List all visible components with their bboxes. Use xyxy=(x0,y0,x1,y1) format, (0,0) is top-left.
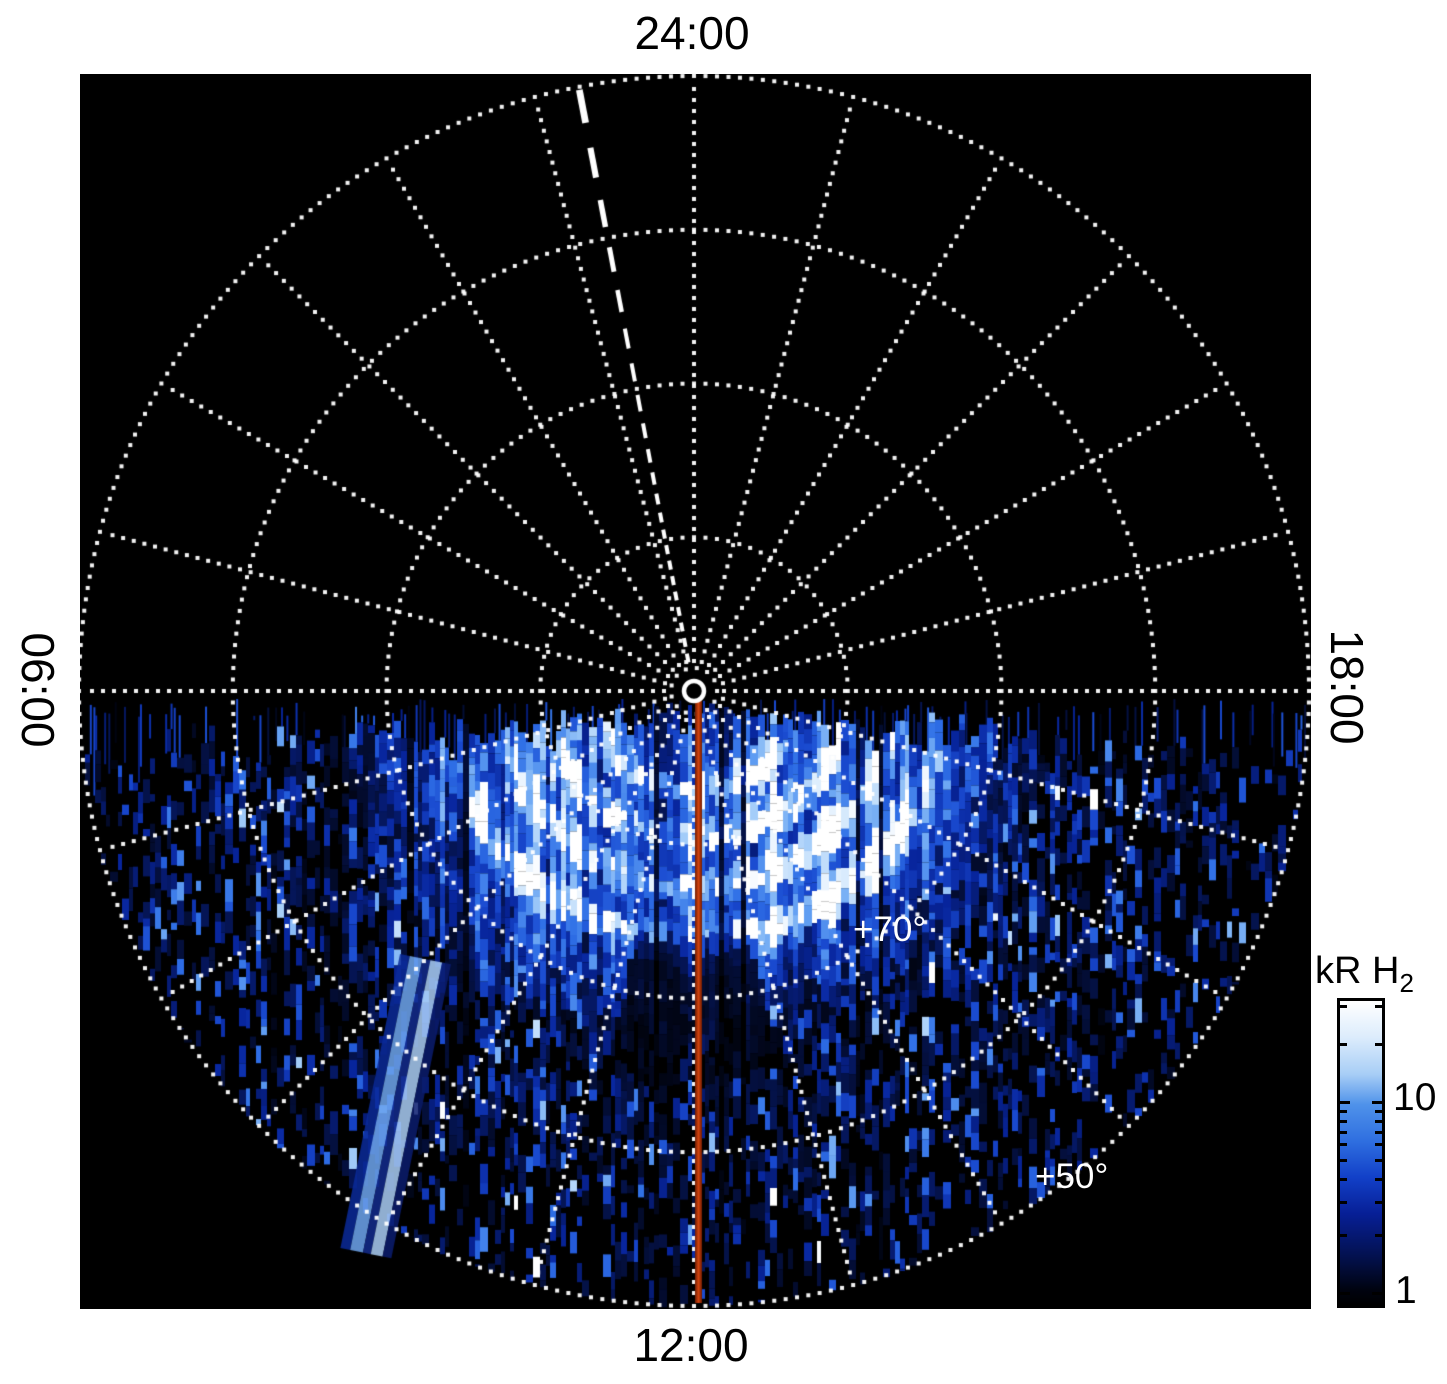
colorbar-tick-1: 1 xyxy=(1395,1269,1417,1312)
colorbar-tick-mark xyxy=(1340,1159,1347,1162)
colorbar-tick-mark xyxy=(1340,1178,1347,1181)
colorbar-tick-mark xyxy=(1375,1201,1382,1204)
polar-plot-area: +70° +50° xyxy=(80,74,1311,1309)
colorbar-tick-mark xyxy=(1340,1110,1347,1113)
colorbar-tick-mark xyxy=(1340,1292,1350,1295)
colorbar-tick-mark xyxy=(1340,1101,1350,1104)
colorbar-tick-mark xyxy=(1375,1143,1382,1146)
colorbar-tick-10: 10 xyxy=(1393,1076,1437,1119)
colorbar-title: kR H2 xyxy=(1315,950,1414,998)
time-label-1200: 12:00 xyxy=(633,1319,749,1371)
colorbar xyxy=(1337,998,1385,1308)
colorbar-title-main: kR H xyxy=(1315,950,1400,992)
time-label-1800: 18:00 xyxy=(1321,629,1373,745)
colorbar-tick-mark xyxy=(1340,1201,1347,1204)
colorbar-tick-mark xyxy=(1375,1131,1382,1134)
polar-heatmap-canvas xyxy=(80,74,1311,1309)
colorbar-tick-mark xyxy=(1340,1234,1347,1237)
time-label-0600: 06:00 xyxy=(12,632,64,748)
colorbar-tick-mark xyxy=(1340,1120,1347,1123)
lat-label-70: +70° xyxy=(853,910,927,949)
colorbar-tick-mark xyxy=(1372,1292,1382,1295)
colorbar-title-subscript: 2 xyxy=(1399,968,1414,998)
colorbar-tick-mark xyxy=(1372,1101,1382,1104)
colorbar-tick-mark xyxy=(1375,1110,1382,1113)
colorbar-tick-mark xyxy=(1340,1143,1347,1146)
time-label-2400: 24:00 xyxy=(634,7,750,59)
colorbar-tick-mark xyxy=(1375,1005,1382,1008)
colorbar-tick-mark xyxy=(1340,1005,1347,1008)
colorbar-tick-mark xyxy=(1375,1043,1382,1046)
colorbar-tick-mark xyxy=(1340,1131,1347,1134)
colorbar-tick-mark xyxy=(1375,1159,1382,1162)
colorbar-tick-mark xyxy=(1375,1234,1382,1237)
lat-label-50: +50° xyxy=(1035,1157,1109,1196)
colorbar-tick-mark xyxy=(1375,1178,1382,1181)
colorbar-tick-mark xyxy=(1375,1120,1382,1123)
colorbar-tick-mark xyxy=(1340,1043,1347,1046)
